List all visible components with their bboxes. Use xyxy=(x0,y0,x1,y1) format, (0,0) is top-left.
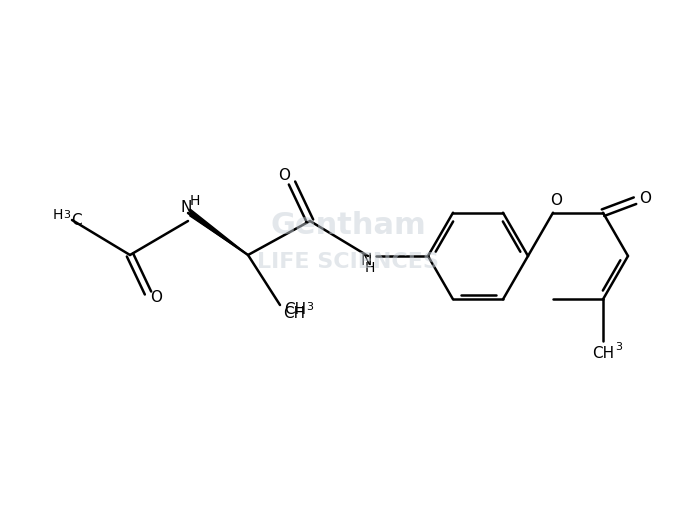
Text: H: H xyxy=(53,208,63,222)
Text: CH: CH xyxy=(283,306,305,320)
Text: 3: 3 xyxy=(63,210,70,220)
Text: LIFE SCIENCES: LIFE SCIENCES xyxy=(257,252,439,272)
Text: N: N xyxy=(180,200,191,215)
Text: CH: CH xyxy=(592,346,614,361)
Text: Gentham: Gentham xyxy=(270,211,426,240)
Text: 3: 3 xyxy=(615,342,622,353)
Text: N: N xyxy=(361,253,372,267)
Text: O: O xyxy=(150,291,162,306)
Text: C: C xyxy=(71,213,81,228)
Text: O: O xyxy=(639,191,651,206)
Polygon shape xyxy=(190,209,248,255)
Text: O: O xyxy=(550,193,562,208)
Text: H: H xyxy=(190,194,200,208)
Text: H: H xyxy=(365,261,375,275)
Text: 3: 3 xyxy=(306,302,313,312)
Text: O: O xyxy=(278,167,290,183)
Text: CH: CH xyxy=(284,303,306,318)
